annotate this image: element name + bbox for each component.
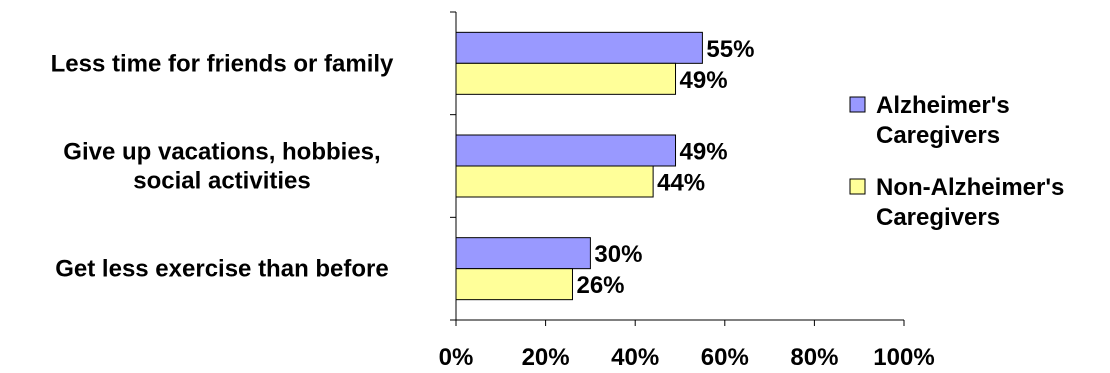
x-tick-label: 100% bbox=[873, 344, 934, 371]
legend-label: Non-Alzheimer's bbox=[876, 174, 1064, 201]
bar-value-label: 49% bbox=[680, 67, 728, 94]
x-tick-label: 40% bbox=[611, 344, 659, 371]
bar bbox=[456, 238, 590, 269]
bar bbox=[456, 32, 702, 63]
legend-swatch bbox=[850, 179, 865, 194]
bar-value-label: 26% bbox=[576, 272, 624, 299]
bar bbox=[456, 269, 572, 300]
x-tick-label: 0% bbox=[439, 344, 474, 371]
category-label: social activities bbox=[133, 168, 310, 195]
x-tick-label: 80% bbox=[790, 344, 838, 371]
legend-label: Caregivers bbox=[876, 122, 1000, 149]
x-tick-label: 20% bbox=[522, 344, 570, 371]
bar-value-label: 55% bbox=[706, 36, 754, 63]
category-label: Get less exercise than before bbox=[55, 256, 389, 283]
x-tick-label: 60% bbox=[701, 344, 749, 371]
legend-label: Caregivers bbox=[876, 204, 1000, 231]
bar bbox=[456, 135, 676, 166]
bar-value-label: 30% bbox=[594, 241, 642, 268]
category-label: Less time for friends or family bbox=[51, 50, 394, 77]
legend-label: Alzheimer's bbox=[876, 92, 1010, 119]
legend-swatch bbox=[850, 97, 865, 112]
bar-value-label: 44% bbox=[657, 170, 705, 197]
bar bbox=[456, 166, 653, 197]
bar bbox=[456, 63, 676, 94]
category-label: Give up vacations, hobbies, bbox=[63, 139, 380, 166]
bar-value-label: 49% bbox=[680, 139, 728, 166]
